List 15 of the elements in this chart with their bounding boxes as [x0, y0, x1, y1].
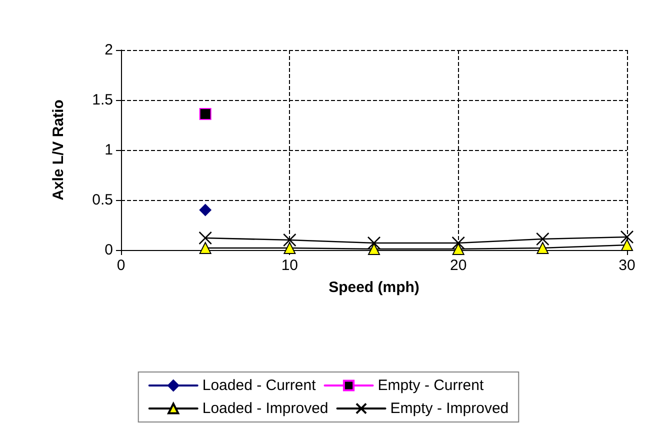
y-tick-label: 1.5 — [92, 92, 113, 108]
x-tick-label: 20 — [450, 257, 467, 274]
x-tick-label: 0 — [116, 257, 126, 274]
legend-label: Loaded - Current — [202, 377, 317, 394]
legend-label: Empty - Current — [378, 377, 484, 394]
legend-label: Loaded - Improved — [202, 400, 328, 417]
y-axis-title: Axle L/V Ratio — [50, 100, 67, 200]
y-tick-label: 0 — [104, 242, 113, 258]
x-tick-label: 10 — [281, 257, 298, 274]
x-axis-title: Speed (mph) — [328, 279, 420, 296]
y-tick-label: 0.5 — [92, 192, 113, 208]
y-tick-label: 1 — [104, 142, 113, 158]
legend-label: Empty - Improved — [390, 400, 509, 417]
y-tick-label: 2 — [104, 42, 113, 58]
x-tick-label: 30 — [618, 257, 636, 274]
